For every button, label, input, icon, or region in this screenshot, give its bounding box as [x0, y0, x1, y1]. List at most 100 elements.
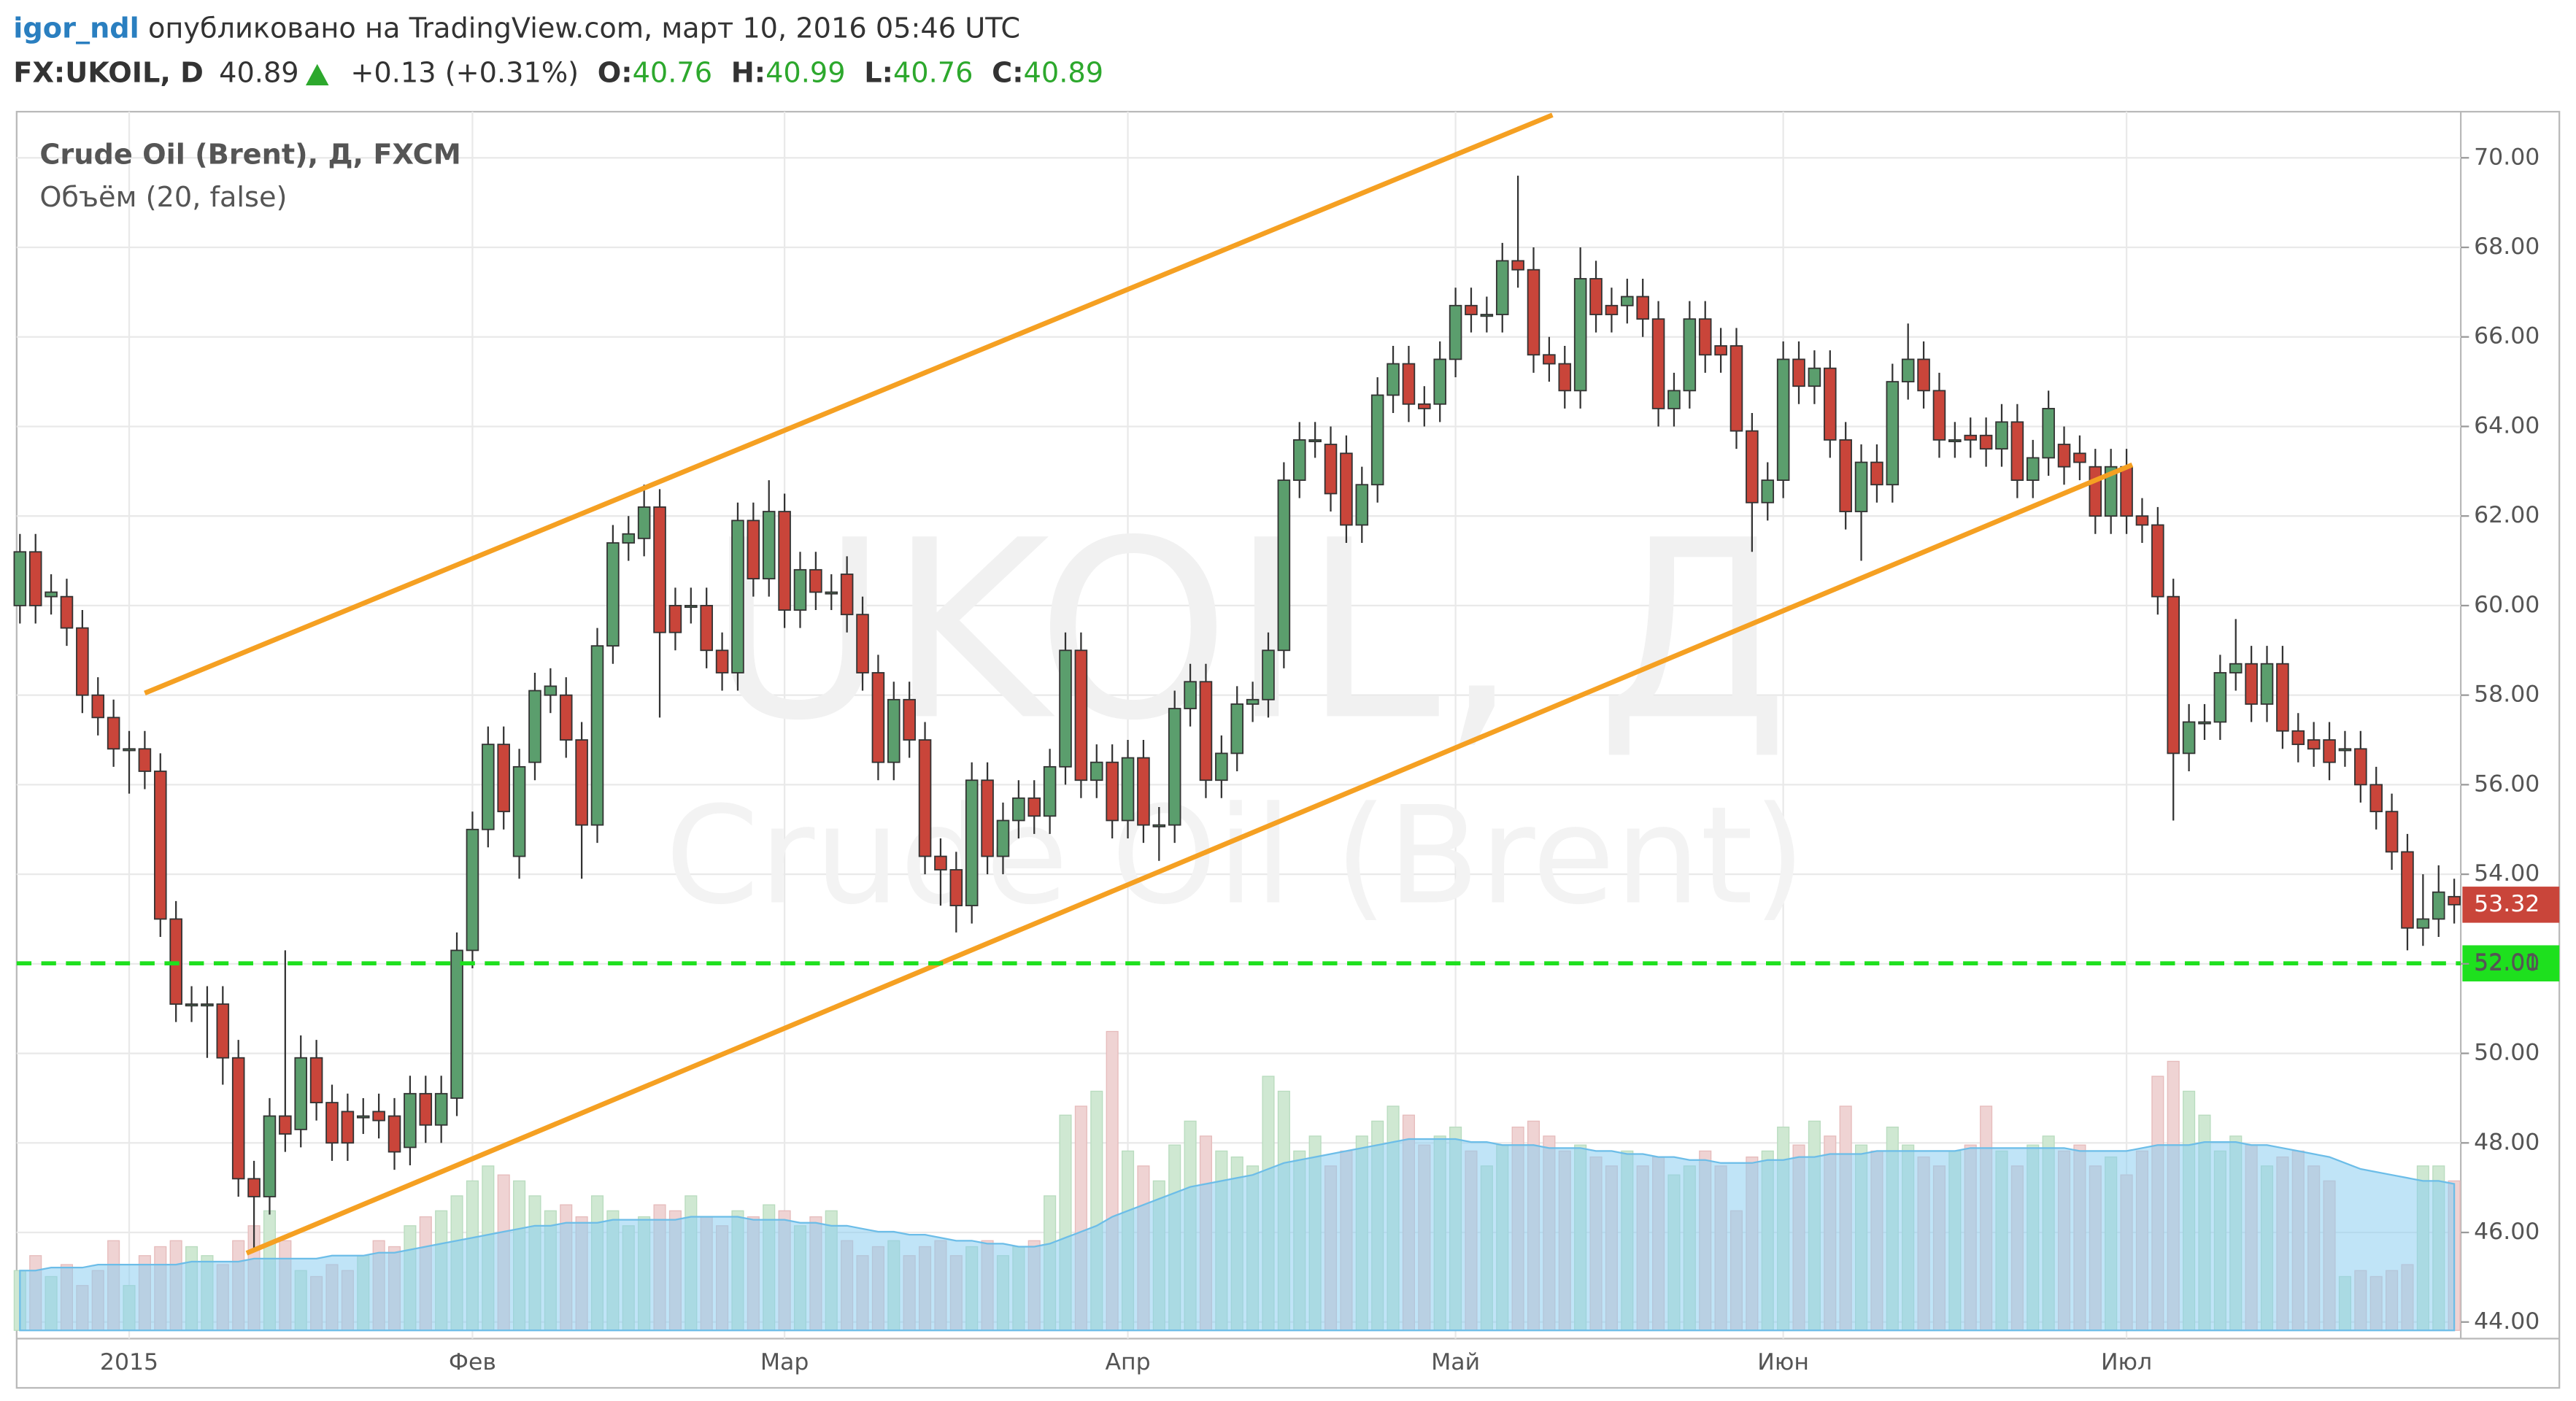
candle-body: [793, 568, 807, 611]
candle-body: [2385, 811, 2399, 853]
candle-body: [1246, 698, 1260, 705]
candle-body: [590, 645, 604, 826]
overlays: 52.01 53.32: [16, 887, 2560, 981]
candle-body: [279, 1115, 292, 1135]
candle-body: [1792, 358, 1805, 387]
y-tick-label: 54.00: [2474, 860, 2540, 887]
candle-body: [1184, 681, 1197, 709]
candle-body: [2198, 721, 2211, 725]
published: опубликовано на TradingView.com, март 10…: [148, 12, 1020, 45]
candle-body: [1667, 390, 1681, 409]
x-tick-label: Фев: [449, 1349, 496, 1375]
candle-body: [2182, 721, 2196, 754]
candle-body: [1698, 318, 1712, 356]
published-line: igor_ndl опубликовано на TradingView.com…: [13, 12, 1020, 45]
candle-body: [965, 779, 979, 906]
author[interactable]: igor_ndl: [13, 12, 139, 45]
indicator-label: Объём (20, false): [39, 181, 287, 214]
candle-body: [372, 1111, 385, 1122]
candle-body: [1511, 260, 1524, 271]
candle-body: [356, 1115, 370, 1119]
candle-body: [247, 1178, 261, 1197]
candle-body: [528, 690, 541, 763]
candle-body: [512, 765, 526, 857]
ohlc-label: O:: [598, 56, 633, 89]
x-tick-label: Мар: [760, 1349, 809, 1375]
candle-body: [1979, 434, 1993, 450]
candle-body: [934, 855, 947, 871]
candle-body: [575, 739, 588, 826]
candle-body: [2151, 524, 2164, 598]
y-tick-label: 58.00: [2474, 682, 2540, 708]
y-tick-label: 50.00: [2474, 1040, 2540, 1066]
candle-body: [2042, 408, 2055, 459]
candle-body: [1495, 260, 1509, 315]
trend-line[interactable]: [245, 462, 2134, 1256]
up-arrow: [305, 63, 329, 86]
candle-body: [1886, 381, 1900, 486]
candle-body: [1012, 797, 1025, 822]
candle-body: [778, 511, 791, 611]
candle-body: [1605, 304, 1619, 315]
candle-body: [1964, 434, 1978, 441]
candle-body: [637, 506, 651, 539]
candle-body: [1121, 757, 1135, 822]
candle-body: [185, 1003, 198, 1007]
candle-body: [434, 1092, 448, 1126]
candle-body: [544, 685, 558, 696]
chart-title: Crude Oil (Brent), Д, FXCM: [39, 138, 460, 171]
candle-body: [918, 739, 932, 857]
candle-body: [1340, 452, 1353, 526]
candle-body: [497, 744, 510, 813]
candle-body: [341, 1111, 355, 1144]
ohlc-value: 40.89: [1024, 56, 1104, 89]
candle-body: [1761, 479, 1775, 503]
candle-body: [2135, 515, 2149, 526]
y-tick-label: 68.00: [2474, 234, 2540, 260]
y-tick-label: 60.00: [2474, 592, 2540, 618]
candle-body: [201, 1003, 214, 1007]
candle-body: [1854, 461, 1868, 512]
candle-body: [1402, 363, 1416, 405]
candle-body: [1074, 649, 1088, 781]
candle-body: [404, 1092, 417, 1149]
chart-frame: [15, 110, 2561, 1389]
candle-body: [1589, 278, 1603, 315]
y-tick-label: 46.00: [2474, 1219, 2540, 1245]
candle-body: [2260, 663, 2274, 705]
candle-body: [1746, 430, 1759, 503]
candle-body: [231, 1057, 245, 1180]
candle-body: [1917, 358, 1930, 392]
candle-body: [2416, 918, 2430, 929]
candle-body: [2369, 784, 2383, 813]
candle-body: [1418, 403, 1431, 409]
candle-body: [871, 672, 885, 763]
candle-body: [856, 614, 869, 674]
candle-body: [2213, 672, 2227, 723]
candle-body: [622, 533, 636, 544]
candle-body: [1729, 345, 1743, 432]
candle-body: [1714, 345, 1727, 356]
candle-body: [1995, 421, 2008, 450]
candle-body: [1824, 367, 1837, 441]
candle-body: [2245, 663, 2258, 705]
candle-body: [482, 744, 495, 830]
volume-pane: [13, 1030, 2461, 1332]
hline-label: 52.01: [2474, 949, 2540, 976]
x-tick-label: Апр: [1105, 1349, 1150, 1375]
candle-body: [2323, 739, 2336, 763]
trend-line[interactable]: [144, 112, 1554, 695]
candle-body: [1199, 681, 1213, 781]
candle-body: [1106, 761, 1119, 822]
trend-lines: [144, 112, 2134, 1256]
change: +0.13 (+0.31%): [350, 56, 579, 89]
candle-body: [2401, 851, 2414, 929]
candle-body: [747, 520, 760, 579]
candle-body: [1387, 363, 1400, 396]
candle-body: [1527, 269, 1540, 356]
candle-body: [1839, 439, 1852, 512]
candle-body: [996, 819, 1010, 857]
candle-body: [887, 698, 901, 763]
y-tick-label: 66.00: [2474, 323, 2540, 350]
